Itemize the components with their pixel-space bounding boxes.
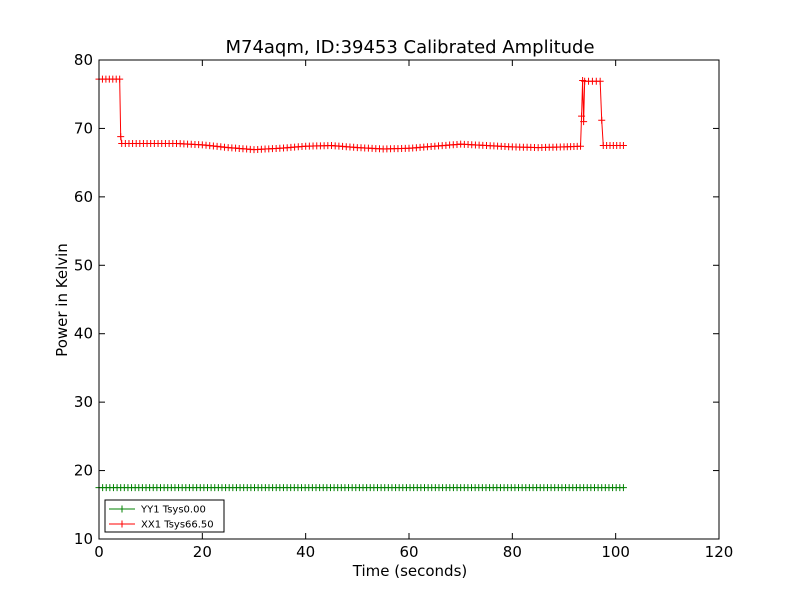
plot-area	[95, 75, 627, 492]
y-tick-label: 40	[74, 325, 93, 343]
y-tick-label: 60	[74, 188, 93, 206]
x-tick-label: 40	[296, 543, 315, 561]
x-tick-label: 120	[705, 543, 734, 561]
x-tick-label: 80	[503, 543, 522, 561]
series-markers-1	[95, 75, 627, 154]
legend: YY1 Tsys0.00 XX1 Tsys66.50	[104, 499, 225, 533]
y-axis-label: Power in Kelvin	[53, 243, 71, 357]
x-tick-label: 0	[94, 543, 104, 561]
plot-frame	[98, 59, 720, 540]
x-tick-label: 20	[193, 543, 212, 561]
x-axis-label: Time (seconds)	[352, 562, 468, 580]
y-tick-label: 50	[74, 256, 93, 274]
x-tick-label: 100	[601, 543, 630, 561]
y-tick-label: 30	[74, 393, 93, 411]
axis-ticks: 0 20 40 60 80 100 120 10 20 30 40 50 60 70 80	[74, 51, 733, 561]
y-tick-label: 70	[74, 119, 93, 137]
y-tick-label: 80	[74, 51, 93, 69]
series-line-1	[99, 78, 624, 151]
chart-title: M74aqm, ID:39453 Calibrated Amplitude	[225, 37, 594, 58]
series-markers-0	[95, 484, 627, 492]
y-tick-label: 20	[74, 462, 93, 480]
legend-label: YY1 Tsys0.00	[140, 505, 206, 516]
x-tick-label: 60	[399, 543, 418, 561]
legend-box	[104, 499, 225, 533]
legend-label: XX1 Tsys66.50	[141, 520, 214, 531]
legend-swatch-marker	[118, 520, 126, 528]
legend-swatch-marker	[118, 505, 126, 513]
y-tick-label: 10	[74, 530, 93, 548]
